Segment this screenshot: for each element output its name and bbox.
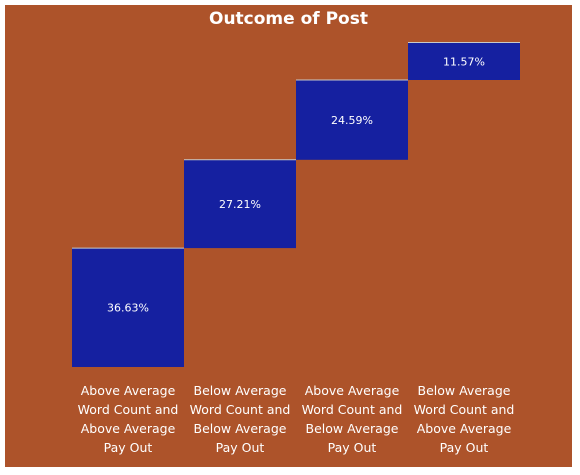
x-tick-label: Word Count and — [414, 402, 515, 417]
waterfall-bar — [184, 159, 296, 249]
x-tick-label: Below Average — [418, 383, 511, 398]
x-tick-label: Above Average — [81, 383, 176, 398]
x-tick-label: Below Average — [194, 421, 287, 436]
x-tick-label: Below Average — [194, 383, 287, 398]
waterfall-chart: 36.63% Above Average Word Count and Above A… — [72, 42, 520, 455]
waterfall-bar — [408, 42, 520, 80]
data-label: 11.57% — [443, 55, 485, 68]
x-tick-label: Below Average — [306, 421, 399, 436]
x-tick-label: Above Average — [417, 421, 512, 436]
x-tick-label: Pay Out — [440, 440, 489, 455]
data-label: 24.59% — [331, 114, 373, 127]
waterfall-bar — [72, 248, 184, 367]
chart-panel: Outcome of Post 36.63% Above Average Word … — [5, 5, 572, 467]
x-tick-label: Pay Out — [328, 440, 377, 455]
data-label: 27.21% — [219, 198, 261, 211]
x-tick-label: Word Count and — [78, 402, 179, 417]
x-tick-label: Above Average — [81, 421, 176, 436]
chart-title: Outcome of Post — [209, 9, 368, 29]
x-tick-label: Word Count and — [190, 402, 291, 417]
x-tick-label: Pay Out — [216, 440, 265, 455]
waterfall-bar — [296, 80, 408, 160]
x-tick-label: Word Count and — [302, 402, 403, 417]
x-tick-label: Pay Out — [104, 440, 153, 455]
x-tick-label: Above Average — [305, 383, 400, 398]
data-label: 36.63% — [107, 302, 149, 315]
